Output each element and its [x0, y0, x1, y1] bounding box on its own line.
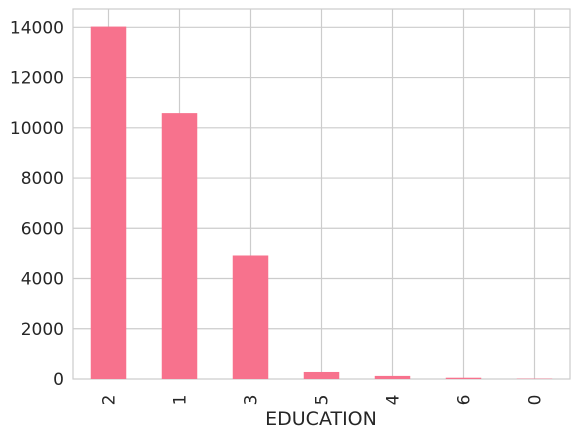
y-tick-label: 10000	[10, 119, 64, 139]
x-axis-label: EDUCATION	[265, 408, 377, 430]
y-tick-label: 12000	[10, 69, 64, 89]
x-tick-label: 2	[100, 395, 120, 406]
y-tick-labels: 0 2000 4000 6000 8000 10000 12000 14000	[10, 18, 64, 390]
y-tick-label: 2000	[21, 320, 64, 340]
bar-4	[374, 375, 411, 379]
x-tick-label: 6	[455, 395, 475, 406]
y-tick-label: 4000	[21, 270, 64, 290]
x-tick-label: 1	[171, 395, 191, 406]
x-tick-label: 5	[313, 395, 333, 406]
x-tick-label: 4	[384, 395, 404, 406]
y-tick-label: 0	[53, 370, 64, 390]
bar-1	[161, 113, 198, 380]
x-tick-labels: 2 1 3 5 4 6 0	[100, 395, 546, 406]
bar-6	[445, 377, 482, 379]
x-tick-label: 3	[242, 395, 262, 406]
bar-5	[303, 371, 340, 379]
bar-2	[90, 26, 127, 380]
bar-3	[232, 255, 269, 379]
y-tick-label: 8000	[21, 169, 64, 189]
bars	[90, 26, 553, 380]
y-tick-label: 6000	[21, 219, 64, 239]
y-tick-label: 14000	[10, 18, 64, 38]
x-tick-label: 0	[526, 395, 546, 406]
